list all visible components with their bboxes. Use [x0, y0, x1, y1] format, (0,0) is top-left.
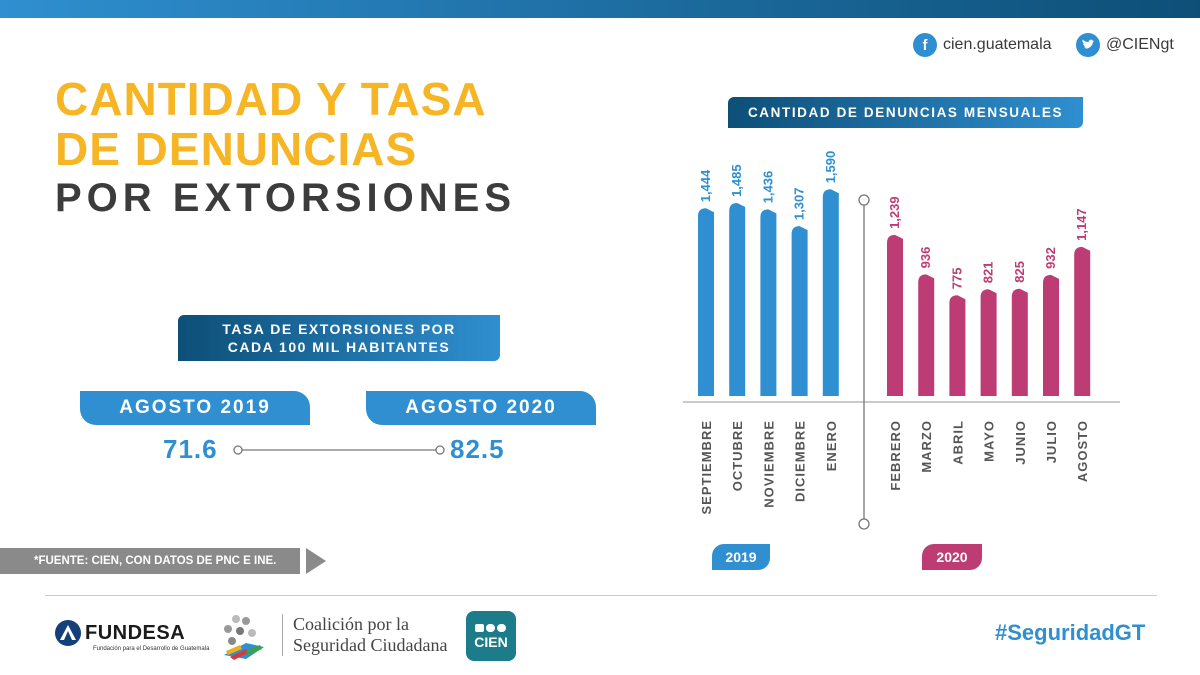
data-label-mayo: 821 — [981, 262, 996, 284]
bar-agosto — [1074, 246, 1091, 396]
coalicion-line-1: Coalición por la — [293, 614, 409, 634]
rate-value-2019: 71.6 — [163, 434, 218, 464]
bar-diciembre — [791, 226, 808, 396]
chart-title: CANTIDAD DE DENUNCIAS MENSUALES — [728, 97, 1083, 128]
bar-enero — [822, 189, 839, 396]
title-line-1: CANTIDAD Y TASA — [55, 73, 487, 125]
top-color-bar — [0, 0, 1200, 18]
bar-marzo — [918, 274, 935, 396]
source-note: *FUENTE: CIEN, CON DATOS DE PNC E INE. — [0, 548, 300, 574]
source-arrow — [306, 548, 326, 574]
fundesa-tagline: Fundación para el Desarrollo de Guatemal… — [93, 646, 210, 652]
footer-divider — [45, 595, 1157, 596]
data-label-noviembre: 1,436 — [760, 171, 775, 204]
divider-bottom-dot — [858, 518, 870, 530]
coalicion-line-2: Seguridad Ciudadana — [293, 635, 448, 655]
data-label-diciembre: 1,307 — [792, 188, 807, 221]
hashtag: #SeguridadGT — [995, 620, 1146, 645]
divider-top-dot — [858, 194, 870, 206]
facebook-link[interactable]: f cien.guatemala — [913, 33, 1052, 57]
facebook-handle: cien.guatemala — [943, 36, 1052, 53]
rate-label-box: TASA DE EXTORSIONES POR CADA 100 MIL HAB… — [178, 315, 500, 361]
rate-label-line-1: TASA DE EXTORSIONES POR — [222, 321, 456, 337]
rate-label-line-2: CADA 100 MIL HABITANTES — [227, 339, 451, 355]
bar-febrero — [887, 234, 903, 396]
tick-label-mayo: MAYO — [982, 420, 997, 462]
tick-label-noviembre: NOVIEMBRE — [761, 420, 776, 508]
year-tab-2020: 2020 — [922, 544, 982, 570]
fundesa-logo: FUNDESA Fundación para el Desarrollo de … — [55, 620, 209, 652]
tick-label-enero: ENERO — [824, 420, 839, 471]
bar-julio — [1043, 274, 1059, 396]
rate-value-2020: 82.5 — [450, 434, 505, 464]
bar-abril — [949, 295, 966, 396]
page-title: CANTIDAD Y TASA DE DENUNCIAS — [55, 74, 487, 174]
data-label-agosto: 1,147 — [1074, 208, 1089, 241]
year-tab-2019: 2019 — [712, 544, 770, 570]
cien-dots-icon — [475, 624, 506, 632]
data-label-abril: 775 — [949, 268, 964, 290]
cien-wordmark: CIEN — [474, 634, 508, 650]
data-label-febrero: 1,239 — [887, 196, 902, 229]
page-subtitle: POR EXTORSIONES — [55, 176, 517, 220]
tick-label-septiembre: SEPTIEMBRE — [699, 420, 714, 515]
bar-mayo — [980, 289, 997, 396]
twitter-handle: @CIENgt — [1106, 36, 1174, 53]
data-label-julio: 932 — [1043, 247, 1058, 269]
bar-septiembre — [698, 208, 714, 396]
tick-label-junio: JUNIO — [1013, 420, 1028, 465]
bar-junio — [1011, 288, 1028, 396]
bar-noviembre — [760, 209, 777, 396]
data-label-junio: 825 — [1012, 261, 1027, 283]
monthly-complaints-chart: 1,444 1,485 1,436 1,307 1,590 1,239 936 775 821 8… — [683, 151, 1120, 530]
twitter-icon — [1076, 33, 1100, 57]
tick-label-julio: JULIO — [1044, 420, 1059, 463]
data-label-enero: 1,590 — [823, 151, 838, 184]
rate-connector — [233, 445, 445, 455]
bar-octubre — [729, 202, 746, 396]
coalicion-logo: Coalición por la Seguridad Ciudadana — [216, 607, 447, 663]
tick-label-marzo: MARZO — [919, 420, 934, 473]
tick-label-febrero: FEBRERO — [888, 420, 903, 491]
data-label-marzo: 936 — [918, 247, 933, 269]
period-tab-2019: AGOSTO 2019 — [80, 391, 310, 425]
data-label-octubre: 1,485 — [729, 164, 744, 197]
tick-label-octubre: OCTUBRE — [730, 420, 745, 491]
cien-logo: CIEN — [466, 611, 516, 661]
coalicion-name: Coalición por la Seguridad Ciudadana — [282, 614, 447, 656]
fundesa-wordmark: FUNDESA — [85, 621, 186, 644]
data-label-septiembre: 1,444 — [698, 169, 713, 202]
title-line-2: DE DENUNCIAS — [55, 123, 418, 175]
twitter-link[interactable]: @CIENgt — [1076, 33, 1174, 57]
facebook-icon: f — [913, 33, 937, 57]
period-tab-2020: AGOSTO 2020 — [366, 391, 596, 425]
tick-label-agosto: AGOSTO — [1075, 420, 1090, 482]
tick-label-diciembre: DICIEMBRE — [793, 420, 808, 502]
tick-label-abril: ABRIL — [950, 420, 965, 465]
coalicion-mark-icon — [224, 615, 264, 660]
fundesa-mark-icon — [55, 620, 81, 646]
